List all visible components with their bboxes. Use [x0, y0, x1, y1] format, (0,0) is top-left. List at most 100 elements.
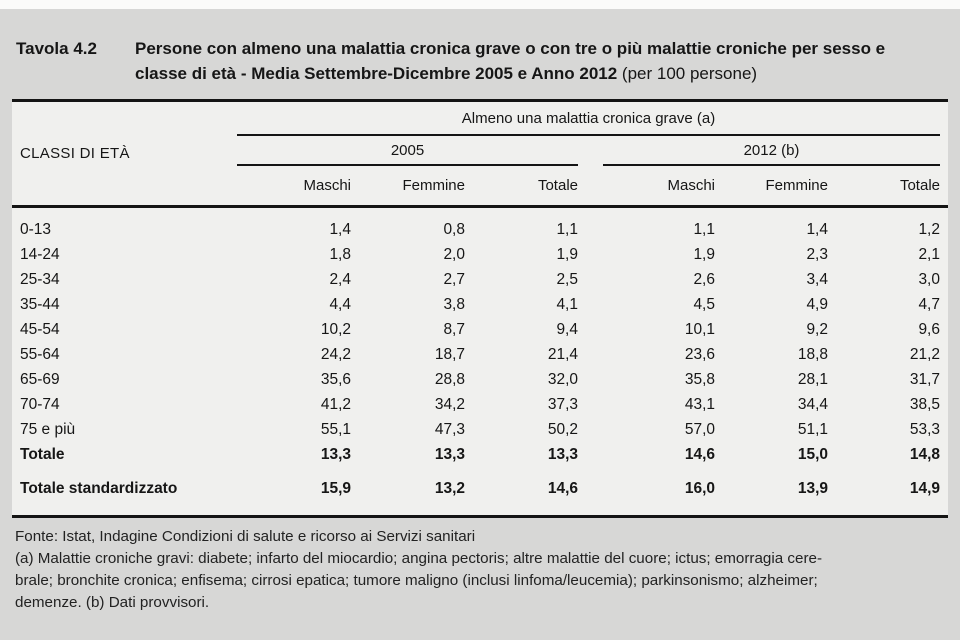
footnote-line: demenze. (b) Dati provvisori. — [15, 594, 210, 611]
value-cell: 9,2 — [806, 321, 828, 338]
value-cell: 3,8 — [443, 296, 465, 313]
value-cell: 4,4 — [329, 296, 351, 313]
value-cell: 35,8 — [684, 371, 715, 388]
table-title: Tavola 4.2 Persone con almeno una malatt… — [16, 36, 946, 86]
value-cell: 47,3 — [434, 421, 465, 438]
row-label: 0-13 — [20, 221, 52, 238]
value-cell: 15,0 — [797, 446, 828, 463]
value-cell: 31,7 — [909, 371, 940, 388]
row-label: Totale standardizzato — [20, 480, 178, 497]
column-header: Totale — [537, 177, 578, 194]
value-cell: 14,6 — [547, 480, 578, 497]
value-cell: 0,8 — [443, 221, 465, 238]
value-cell: 2,4 — [329, 271, 351, 288]
row-label: 55-64 — [20, 346, 60, 363]
group-header-2005: 2005 — [237, 136, 578, 166]
row-label: 45-54 — [20, 321, 60, 338]
column-header: Maschi — [667, 177, 715, 194]
value-cell: 34,4 — [797, 396, 828, 413]
table-row: Totale 13,3 13,3 13,3 14,6 15,0 14,8 — [20, 442, 940, 467]
value-cell: 13,3 — [320, 446, 351, 463]
value-cell: 1,1 — [693, 221, 715, 238]
value-cell: 2,7 — [443, 271, 465, 288]
column-header: Femmine — [402, 177, 465, 194]
value-cell: 1,9 — [693, 246, 715, 263]
value-cell: 43,1 — [684, 396, 715, 413]
value-cell: 10,2 — [320, 321, 351, 338]
table-title-text: Persone con almeno una malattia cronica … — [135, 36, 930, 86]
table-row: 45-54 10,2 8,7 9,4 10,1 9,2 9,6 — [20, 317, 940, 342]
value-cell: 53,3 — [909, 421, 940, 438]
value-cell: 8,7 — [443, 321, 465, 338]
value-cell: 2,6 — [693, 271, 715, 288]
value-cell: 13,9 — [797, 480, 828, 497]
value-cell: 10,1 — [684, 321, 715, 338]
value-cell: 2,3 — [806, 246, 828, 263]
value-cell: 2,0 — [443, 246, 465, 263]
value-cell: 3,4 — [806, 271, 828, 288]
value-cell: 51,1 — [797, 421, 828, 438]
table-row: 75 e più 55,1 47,3 50,2 57,0 51,1 53,3 — [20, 417, 940, 442]
value-cell: 3,0 — [918, 271, 940, 288]
value-cell: 34,2 — [434, 396, 465, 413]
row-label: 14-24 — [20, 246, 60, 263]
row-label: 75 e più — [20, 421, 76, 438]
value-cell: 16,0 — [684, 480, 715, 497]
statistical-table: CLASSI DI ETÀ Almeno una malattia cronic… — [12, 99, 948, 518]
table-title-main: Persone con almeno una malattia cronica … — [135, 39, 886, 83]
value-cell: 2,1 — [918, 246, 940, 263]
table-row: 14-24 1,8 2,0 1,9 1,9 2,3 2,1 — [20, 242, 940, 267]
value-cell: 1,9 — [556, 246, 578, 263]
table-body: 0-13 1,4 0,8 1,1 1,1 1,4 1,2 14-24 1,8 2,0 1,9 1,9 2… — [12, 208, 948, 515]
value-cell: 28,1 — [797, 371, 828, 388]
row-label: 35-44 — [20, 296, 60, 313]
value-cell: 9,4 — [556, 321, 578, 338]
value-cell: 14,8 — [909, 446, 940, 463]
value-cell: 55,1 — [320, 421, 351, 438]
table-number: Tavola 4.2 — [16, 39, 97, 58]
value-cell: 2,5 — [556, 271, 578, 288]
value-cell: 41,2 — [320, 396, 351, 413]
value-cell: 57,0 — [684, 421, 715, 438]
value-cell: 13,3 — [547, 446, 578, 463]
value-cell: 9,6 — [918, 321, 940, 338]
page-top-strip — [0, 0, 960, 9]
table-row: 65-69 35,6 28,8 32,0 35,8 28,1 31,7 — [20, 367, 940, 392]
value-cell: 18,8 — [797, 346, 828, 363]
row-header-label: CLASSI DI ETÀ — [20, 145, 130, 162]
value-cell: 38,5 — [909, 396, 940, 413]
value-cell: 15,9 — [320, 480, 351, 497]
row-label: 70-74 — [20, 396, 60, 413]
row-label: 65-69 — [20, 371, 60, 388]
table-row: 25-34 2,4 2,7 2,5 2,6 3,4 3,0 — [20, 267, 940, 292]
value-cell: 4,7 — [918, 296, 940, 313]
column-header: Maschi — [303, 177, 351, 194]
value-cell: 1,8 — [329, 246, 351, 263]
table-footer: Fonte: Istat, Indagine Condizioni di sal… — [15, 526, 947, 614]
value-cell: 4,9 — [806, 296, 828, 313]
column-header: Totale — [899, 177, 940, 194]
group-header-2012: 2012 (b) — [603, 136, 940, 166]
value-cell: 21,2 — [909, 346, 940, 363]
value-cell: 35,6 — [320, 371, 351, 388]
table-title-unit: (per 100 persone) — [617, 64, 758, 83]
value-cell: 23,6 — [684, 346, 715, 363]
value-cell: 4,5 — [693, 296, 715, 313]
value-cell: 1,1 — [556, 221, 578, 238]
column-header: Femmine — [765, 177, 828, 194]
value-cell: 13,2 — [434, 480, 465, 497]
value-cell: 14,6 — [684, 446, 715, 463]
spanning-column-header: Almeno una malattia cronica grave (a) — [237, 102, 940, 136]
value-cell: 1,2 — [918, 221, 940, 238]
value-cell: 21,4 — [547, 346, 578, 363]
value-cell: 50,2 — [547, 421, 578, 438]
source-note: Fonte: Istat, Indagine Condizioni di sal… — [15, 528, 476, 545]
value-cell: 24,2 — [320, 346, 351, 363]
table-row: 55-64 24,2 18,7 21,4 23,6 18,8 21,2 — [20, 342, 940, 367]
table-row: 35-44 4,4 3,8 4,1 4,5 4,9 4,7 — [20, 292, 940, 317]
value-cell: 1,4 — [329, 221, 351, 238]
table-row: 70-74 41,2 34,2 37,3 43,1 34,4 38,5 — [20, 392, 940, 417]
value-cell: 4,1 — [556, 296, 578, 313]
value-cell: 1,4 — [806, 221, 828, 238]
